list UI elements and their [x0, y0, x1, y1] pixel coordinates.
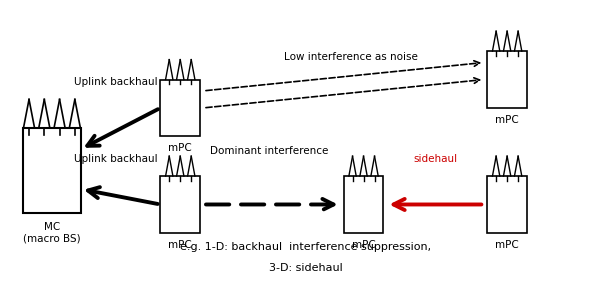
Text: sidehaul: sidehaul	[414, 154, 458, 164]
Bar	[160, 80, 200, 136]
Bar	[488, 176, 527, 233]
Text: Uplink backhaul: Uplink backhaul	[75, 77, 158, 87]
Text: Low interference as noise: Low interference as noise	[284, 52, 419, 62]
Text: mPC: mPC	[496, 115, 519, 125]
Text: Uplink backhaul: Uplink backhaul	[75, 154, 158, 164]
Text: mPC: mPC	[352, 240, 375, 250]
Text: mPC: mPC	[169, 240, 192, 250]
Text: mPC: mPC	[169, 143, 192, 153]
Bar	[343, 176, 384, 233]
Bar	[160, 176, 200, 233]
Text: mPC: mPC	[496, 240, 519, 250]
Text: Dominant interference: Dominant interference	[210, 145, 328, 156]
Bar	[488, 51, 527, 108]
Text: e.g. 1-D: backhaul  interference suppression,: e.g. 1-D: backhaul interference suppress…	[180, 242, 431, 252]
Text: MC
(macro BS): MC (macro BS)	[23, 222, 81, 243]
Bar	[23, 128, 81, 213]
Text: 3-D: sidehaul: 3-D: sidehaul	[269, 263, 342, 273]
